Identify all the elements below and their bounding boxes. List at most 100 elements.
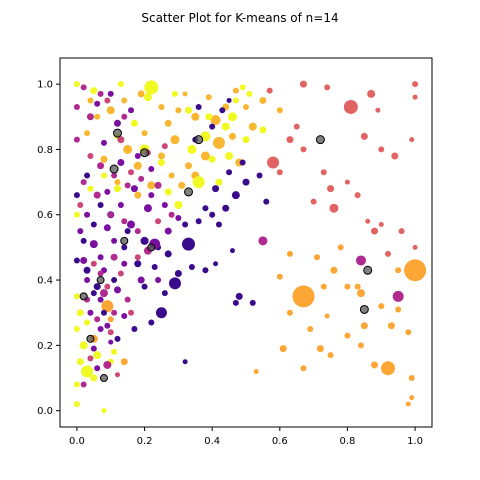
- data-point: [310, 198, 317, 205]
- x-tick-label: 0.2: [137, 436, 153, 447]
- x-tick-label: 1.0: [407, 436, 423, 447]
- data-point: [147, 181, 156, 190]
- y-tick-label: 0.0: [37, 406, 53, 417]
- data-point: [276, 169, 283, 176]
- data-point: [286, 309, 293, 316]
- x-axis: 0.0 0.2 0.4 0.6 0.8 1.0: [69, 427, 423, 447]
- data-point: [226, 169, 233, 176]
- data-point: [314, 254, 321, 261]
- data-point: [87, 355, 94, 362]
- series-magenta: [73, 84, 404, 388]
- data-point: [114, 372, 120, 378]
- data-point: [117, 201, 124, 208]
- data-point: [80, 256, 88, 264]
- data-point: [73, 192, 80, 199]
- data-point: [94, 365, 101, 372]
- data-point: [80, 381, 87, 388]
- y-tick-label: 0.2: [37, 341, 53, 352]
- data-point: [292, 285, 315, 308]
- data-point: [343, 99, 358, 114]
- data-point: [259, 126, 267, 134]
- data-point: [134, 254, 141, 261]
- data-point: [111, 237, 118, 244]
- data-point: [360, 132, 368, 140]
- data-point: [327, 185, 335, 193]
- data-point: [128, 107, 135, 114]
- data-point: [365, 218, 371, 224]
- data-point: [354, 192, 361, 199]
- data-point: [133, 161, 142, 170]
- data-point: [320, 169, 327, 176]
- data-point: [86, 113, 94, 121]
- centroid-point: [99, 374, 108, 383]
- data-point: [409, 395, 415, 401]
- data-point: [84, 211, 91, 218]
- data-point: [276, 107, 283, 114]
- data-point: [185, 162, 193, 170]
- data-point: [355, 255, 366, 266]
- data-point: [93, 283, 101, 291]
- data-point: [111, 348, 118, 355]
- data-point: [259, 96, 267, 104]
- data-point: [137, 90, 145, 98]
- data-point: [107, 329, 114, 336]
- data-point: [107, 211, 114, 218]
- data-point: [134, 228, 141, 235]
- data-point: [187, 144, 197, 154]
- centroid-point: [86, 334, 95, 343]
- data-point: [73, 293, 80, 300]
- centroid-point: [112, 128, 122, 138]
- data-point: [73, 381, 80, 388]
- series-purple: [77, 90, 182, 372]
- data-point: [371, 227, 379, 235]
- data-point: [154, 181, 162, 189]
- centroid-point: [147, 243, 156, 252]
- data-point: [73, 211, 80, 218]
- centroid-point: [184, 187, 194, 197]
- data-point: [330, 266, 338, 274]
- data-point: [412, 244, 418, 250]
- data-point: [375, 107, 381, 113]
- data-point: [130, 119, 138, 127]
- data-point: [117, 136, 125, 144]
- data-point: [148, 166, 155, 173]
- y-tick-label: 1.0: [37, 80, 53, 91]
- data-point: [205, 113, 213, 121]
- data-point: [140, 236, 149, 245]
- data-point: [175, 215, 182, 222]
- data-point: [178, 181, 186, 189]
- data-point: [100, 155, 108, 163]
- data-point: [210, 115, 221, 126]
- data-point: [392, 290, 404, 302]
- data-point: [232, 87, 239, 94]
- data-point: [231, 191, 240, 200]
- data-point: [124, 296, 131, 303]
- data-point: [174, 270, 182, 278]
- data-point: [239, 84, 246, 91]
- data-point: [106, 106, 115, 115]
- data-point: [77, 228, 84, 235]
- data-point: [249, 299, 256, 306]
- x-tick-label: 0.6: [272, 436, 288, 447]
- data-point: [161, 143, 168, 150]
- data-point: [232, 299, 239, 306]
- data-point: [84, 277, 91, 284]
- data-point: [114, 335, 121, 342]
- data-point: [73, 326, 80, 333]
- data-point: [80, 237, 87, 244]
- data-point: [121, 244, 128, 251]
- data-point: [378, 303, 385, 310]
- data-point: [164, 188, 172, 196]
- data-point: [324, 84, 331, 91]
- data-point: [191, 112, 200, 121]
- data-point: [97, 201, 104, 208]
- data-point: [87, 185, 94, 192]
- data-point: [239, 159, 246, 166]
- data-point: [170, 135, 180, 145]
- data-point: [395, 306, 402, 313]
- data-point: [235, 292, 243, 300]
- data-point: [161, 290, 168, 297]
- data-point: [73, 103, 80, 110]
- data-point: [141, 283, 148, 290]
